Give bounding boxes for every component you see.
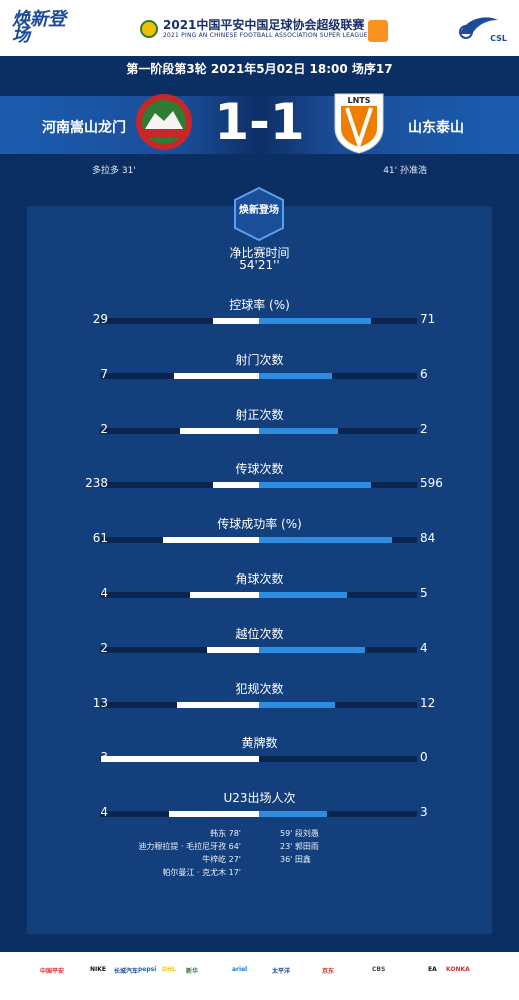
stat-label: 传球次数 xyxy=(235,462,284,477)
sponsor-logo: 长城汽车 xyxy=(114,968,139,975)
stat-bar-away xyxy=(259,537,392,544)
stat-value-away: 0 xyxy=(420,750,428,765)
league-title: 2021中国平安中国足球协会超级联赛 xyxy=(163,18,365,32)
away-team-crest-icon: LNTS xyxy=(334,93,384,154)
duration-value: 54'21'' xyxy=(239,258,280,272)
u23-home-item: 韩东 78' xyxy=(210,829,241,838)
stat-value-home: 3 xyxy=(100,750,108,765)
u23-home-item: 帕尔曼江 · 克尤木 17' xyxy=(162,868,241,877)
sponsor-logo: CBS xyxy=(372,966,386,973)
stat-bar-home xyxy=(162,537,259,544)
sponsor-logo: pepsi xyxy=(138,966,157,973)
sponsor-logo: DHL xyxy=(162,966,176,973)
home-scorer: 多拉多 31' xyxy=(92,166,136,176)
sponsor-logo: 太平洋 xyxy=(272,968,291,975)
stat-value-home: 2 xyxy=(100,640,108,655)
u23-away-item: 23' 郭田雨 xyxy=(280,842,319,851)
u23-home-list: 韩东 78' 迪力穆拉提 · 毛拉尼牙孜 64' 牛梓屹 27' 帕尔曼江 · … xyxy=(138,827,241,879)
stat-bar-away xyxy=(259,482,372,489)
stat-bar-away xyxy=(259,427,338,434)
stat-bar-home xyxy=(213,482,259,489)
stat-value-home: 238 xyxy=(85,476,108,491)
stat-value-home: 13 xyxy=(92,695,108,710)
duration-label: 净比赛时间 xyxy=(229,246,290,260)
csl-logo-text: CSL xyxy=(490,34,507,43)
stat-value-home: 4 xyxy=(100,805,108,820)
stat-value-away: 596 xyxy=(420,476,443,491)
sponsor-logo: KONKA xyxy=(446,966,470,973)
stat-value-away: 12 xyxy=(420,695,436,710)
stat-bar-home xyxy=(101,756,259,763)
match-score: 1-1 xyxy=(214,93,305,151)
sponsor-logo: ariel xyxy=(232,966,248,973)
u23-home-item: 迪力穆拉提 · 毛拉尼牙孜 64' xyxy=(138,842,241,851)
sponsor-badge-icon xyxy=(368,20,388,42)
u23-away-item: 36' 田鑫 xyxy=(280,855,311,864)
away-team-name: 山东泰山 xyxy=(408,120,464,136)
stat-bar-away xyxy=(259,592,348,598)
sponsor-footer xyxy=(0,952,519,1000)
score-banner xyxy=(0,96,519,154)
stat-bar-home xyxy=(180,427,259,434)
away-crest-text: LNTS xyxy=(347,96,370,105)
u23-home-item: 牛梓屹 27' xyxy=(202,855,241,864)
stat-bar-home xyxy=(176,701,259,708)
stat-value-away: 4 xyxy=(420,640,428,655)
brand-logo-text: 焕新登场 xyxy=(12,9,66,46)
stat-bar-away xyxy=(259,318,372,324)
stat-value-home: 2 xyxy=(100,421,108,436)
stat-bar-home xyxy=(173,372,259,379)
stat-label: 控球率 (%) xyxy=(229,298,290,312)
stat-label: 传球成功率 (%) xyxy=(217,517,302,532)
sponsor-logo: NIKE xyxy=(90,966,107,973)
stat-value-home: 7 xyxy=(100,366,108,381)
stat-bar-home xyxy=(206,646,259,653)
sponsor-logo: 新华 xyxy=(186,968,199,975)
stat-label: U23出场人次 xyxy=(223,791,296,806)
stat-value-home: 29 xyxy=(92,312,108,326)
round-info: 第一阶段第3轮 2021年5月02日 18:00 场序17 xyxy=(126,62,393,76)
stat-value-away: 84 xyxy=(420,531,436,546)
u23-away-list: 59' 段刘愚 23' 郭田雨 36' 田鑫 xyxy=(280,827,319,866)
stat-bar-home xyxy=(189,592,259,598)
stat-label: 角球次数 xyxy=(235,572,284,586)
sponsor-logo: 京东 xyxy=(322,968,335,975)
stat-value-away: 2 xyxy=(420,421,428,436)
csl-logo-icon xyxy=(459,17,498,39)
sponsor-logo: 中国平安 xyxy=(40,968,65,975)
stat-value-away: 71 xyxy=(420,312,436,326)
stat-bar-home xyxy=(168,811,259,818)
u23-away-item: 59' 段刘愚 xyxy=(280,829,319,838)
stat-value-away: 6 xyxy=(420,366,428,381)
league-logo-icon xyxy=(140,20,158,38)
stat-value-home: 61 xyxy=(92,531,108,546)
header-bar: 焕新登场 2021中国平安中国足球协会超级联赛 2021 PING AN CHI… xyxy=(0,0,519,56)
home-team-name: 河南嵩山龙门 xyxy=(42,120,126,136)
brand-emblem-icon: 焕新登场 xyxy=(234,186,284,242)
stat-bar-home xyxy=(213,318,259,324)
emblem-text-top: 焕新登场 xyxy=(239,203,279,216)
stat-label: 射正次数 xyxy=(235,407,284,422)
stat-value-away: 3 xyxy=(420,805,428,820)
stat-bar-away xyxy=(259,701,335,708)
sponsor-logo: EA xyxy=(428,966,437,973)
stat-bar-away xyxy=(259,372,332,379)
stat-label: 犯规次数 xyxy=(235,681,284,696)
stat-value-home: 4 xyxy=(100,586,108,600)
league-subtitle: 2021 PING AN CHINESE FOOTBALL ASSOCIATIO… xyxy=(163,32,368,39)
home-team-crest-icon xyxy=(136,94,192,150)
stat-value-away: 5 xyxy=(420,586,428,600)
stat-bar-away xyxy=(259,811,327,818)
stat-label: 越位次数 xyxy=(235,626,284,641)
stat-bar-away xyxy=(259,646,365,653)
stat-label: 射门次数 xyxy=(235,352,284,367)
stat-label: 黄牌数 xyxy=(241,736,278,751)
away-scorer: 41' 孙准浩 xyxy=(383,166,427,176)
